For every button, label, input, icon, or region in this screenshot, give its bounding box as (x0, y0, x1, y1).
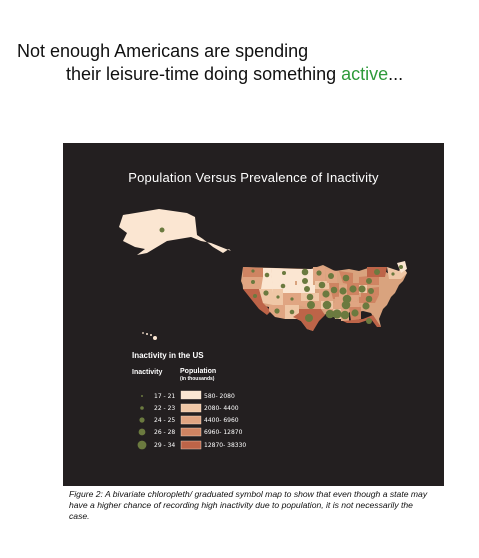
symbol-pennsylvania (366, 278, 372, 284)
symbol-minnesota (316, 270, 322, 276)
legend-inactivity-label-5: 29 - 34 (154, 442, 176, 449)
symbol-west-virginia (358, 285, 366, 293)
symbol-iowa (318, 281, 326, 289)
legend-symbol-5 (137, 440, 147, 450)
symbol-maine (399, 265, 403, 269)
legend-population-label-5: 12870- 38330 (204, 442, 247, 449)
legend-population-title: Population (180, 368, 217, 375)
legend-swatch-4 (180, 427, 202, 437)
state-florida (343, 315, 381, 327)
symbol-wisconsin (328, 273, 334, 279)
symbol-michigan (342, 274, 350, 282)
symbol-illinois (330, 286, 338, 294)
legend-swatches (180, 390, 202, 450)
symbol-north-dakota (301, 268, 309, 276)
legend-symbol-4 (138, 428, 146, 436)
symbol-colorado (290, 297, 294, 301)
symbol-oklahoma (307, 301, 315, 309)
symbol-oregon (251, 280, 255, 284)
legend-population-label-2: 2080- 4400 (204, 405, 239, 412)
symbol-new-mexico (289, 309, 295, 315)
symbol-missouri (322, 290, 330, 298)
symbol-arizona (274, 308, 280, 314)
figure-caption: Figure 2: A bivariate chloropleth/ gradu… (69, 489, 428, 521)
symbol-texas (305, 314, 313, 322)
headline-ellipsis: ... (388, 64, 404, 84)
symbol-florida (366, 318, 372, 324)
symbol-indiana (339, 287, 347, 295)
headline: Not enough Americans are spending their … (17, 40, 403, 86)
symbol-california (253, 294, 257, 298)
symbol-virginia (368, 288, 374, 294)
legend-inactivity-header: Inactivity (132, 369, 163, 376)
symbol-utah (276, 295, 280, 299)
symbol-alaska (159, 227, 165, 233)
state-california (243, 289, 271, 315)
legend-population-label-4: 6960- 12870 (204, 429, 243, 436)
symbol-north-carolina (365, 295, 373, 303)
headline-accent-word: active (341, 64, 389, 84)
headline-line2-text: their leisure-time doing something (66, 64, 342, 84)
symbol-kansas (306, 293, 314, 301)
legend-population-label-1: 580- 2080 (204, 393, 235, 400)
symbol-new-england (391, 272, 395, 276)
inactivity-symbols (251, 265, 403, 324)
state-idaho (261, 268, 273, 289)
symbol-nevada (263, 290, 269, 296)
symbol-alabama (340, 310, 350, 320)
us-map (119, 209, 407, 450)
symbol-mississippi (332, 309, 342, 319)
legend-population-header: Population (in thousands) (180, 368, 216, 382)
legend-population-unit: (in thousands) (180, 376, 215, 382)
symbol-ohio (349, 285, 357, 293)
symbol-washington (251, 269, 255, 273)
legend-population-label-3: 4400- 6960 (204, 417, 239, 424)
symbol-georgia (351, 309, 359, 317)
state-hawaii (142, 332, 157, 340)
headline-line2: their leisure-time doing something activ… (17, 63, 403, 86)
headline-line1: Not enough Americans are spending (17, 41, 309, 61)
legend-swatch-3 (180, 415, 202, 425)
map-title: Population Versus Prevalence of Inactivi… (128, 170, 379, 185)
legend-symbol-2 (140, 406, 144, 410)
legend-symbols (137, 395, 147, 450)
legend-swatch-2 (180, 403, 202, 413)
legend-symbol-1 (141, 395, 143, 397)
legend-inactivity-label-1: 17 - 21 (154, 393, 176, 400)
symbol-montana (282, 271, 286, 275)
symbol-nebraska (304, 286, 310, 292)
legend-inactivity-label-2: 22 - 23 (154, 405, 176, 412)
legend-swatch-1 (180, 390, 202, 400)
symbol-tennessee (341, 300, 351, 310)
legend-inactivity-label-3: 24 - 25 (154, 417, 176, 424)
symbol-new-york (374, 269, 380, 275)
symbol-arkansas (322, 300, 332, 310)
map-panel: Population Versus Prevalence of Inactivi… (63, 143, 444, 486)
symbol-wyoming (280, 283, 286, 289)
state-nevada (259, 289, 273, 305)
symbol-south-carolina (362, 302, 370, 310)
legend-symbol-3 (139, 417, 145, 423)
symbol-idaho (264, 272, 270, 278)
state-alaska (119, 209, 231, 255)
legend-title: Inactivity in the US (132, 351, 204, 360)
legend-swatch-5 (180, 440, 202, 450)
symbol-louisiana (325, 309, 335, 319)
legend-inactivity-label-4: 26 - 28 (154, 429, 176, 436)
symbol-south-dakota (302, 278, 308, 284)
